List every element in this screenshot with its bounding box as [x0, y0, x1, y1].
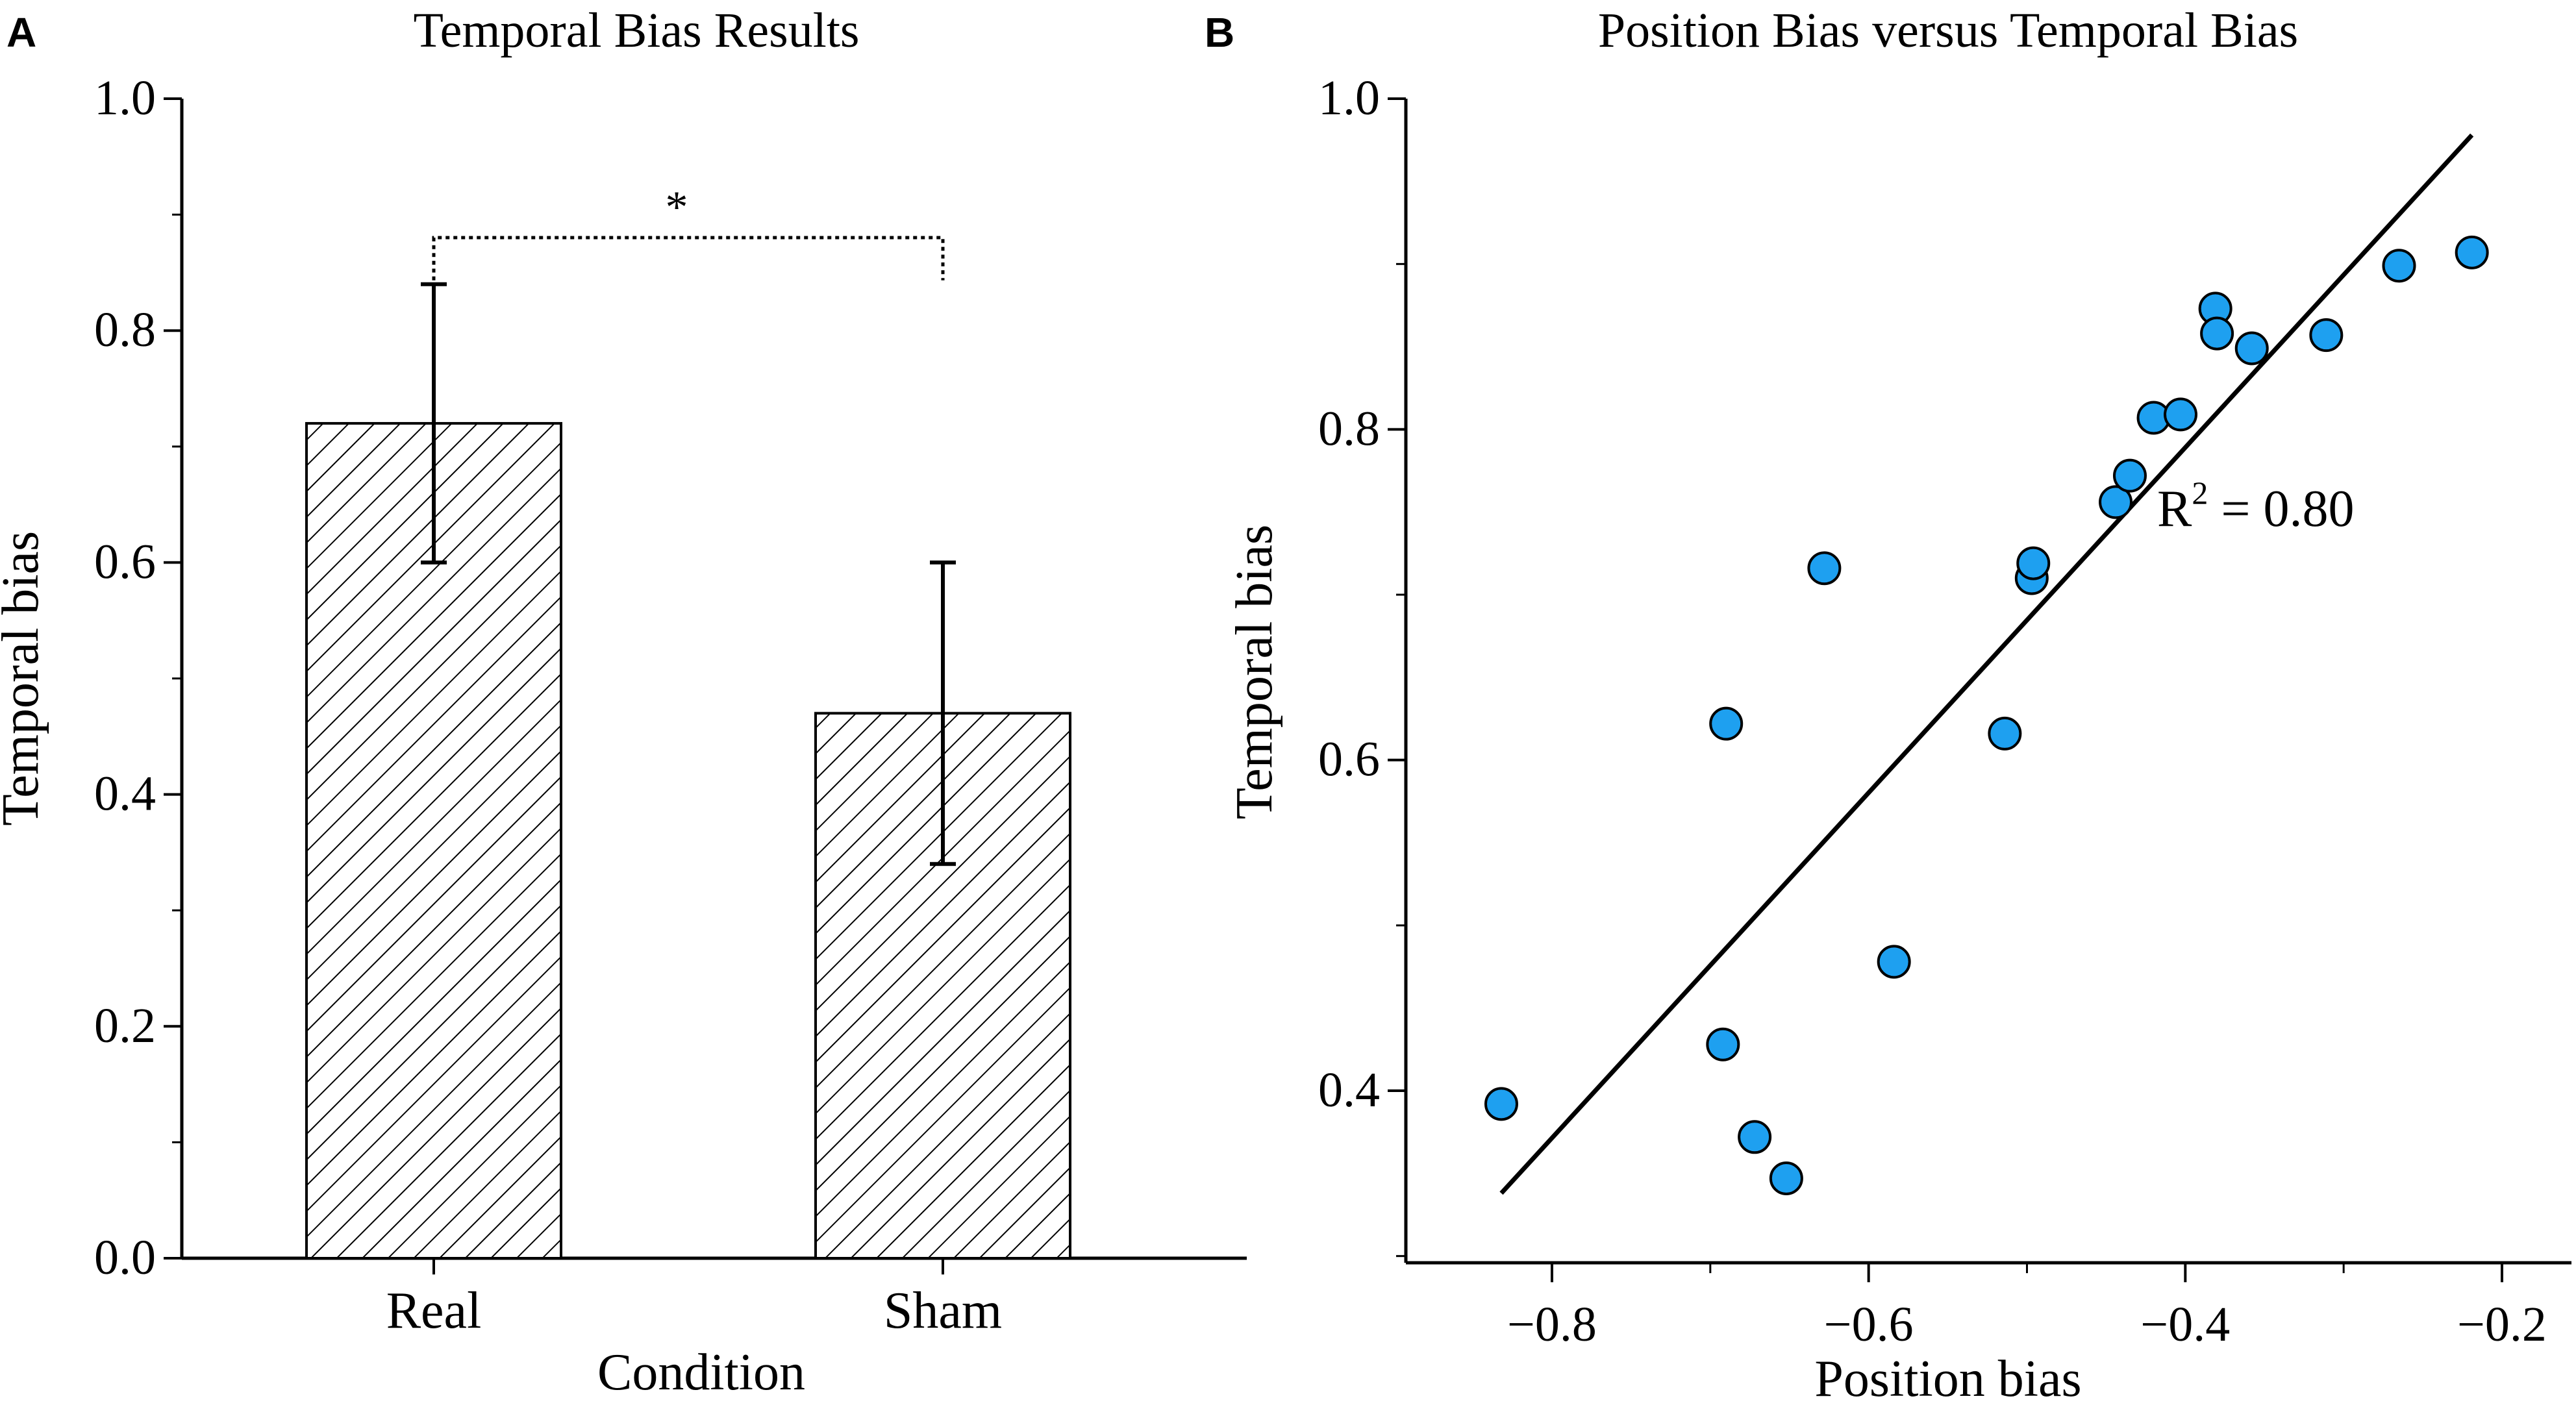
data-point — [1706, 1027, 1740, 1062]
r-squared-annotation: R2 = 0.80 — [2157, 475, 2354, 538]
r-squared-prefix: R — [2157, 480, 2192, 538]
r-squared-value: = 0.80 — [2208, 480, 2354, 538]
x-tick-label: −0.4 — [2140, 1297, 2230, 1352]
bar-chart-panel-a: Temporal Bias Results 0.0 0.2 0.4 0.6 0.8 1.0… — [0, 3, 1247, 1401]
r-squared-superscript: 2 — [2192, 475, 2208, 511]
y-tick-label: 0.2 — [94, 999, 156, 1053]
data-point — [2382, 249, 2416, 283]
data-point — [1769, 1161, 1803, 1195]
significance-bracket: * — [432, 182, 945, 280]
data-point — [2455, 235, 2489, 269]
x-tick-label: −0.2 — [2457, 1297, 2547, 1352]
y-tick-label: 0.8 — [1318, 401, 1380, 456]
data-point — [2164, 397, 2198, 432]
data-point — [1807, 551, 1842, 586]
x-tick-label: Sham — [884, 1282, 1002, 1339]
y-tick-label: 0.8 — [94, 303, 156, 357]
x-tick-label: −0.6 — [1824, 1297, 1914, 1352]
data-point — [2200, 316, 2234, 351]
panel-label-a: A — [6, 9, 36, 56]
panel-label-b: B — [1205, 9, 1234, 56]
data-point — [2099, 485, 2133, 519]
chart-b-y-label: Temporal bias — [1226, 525, 1283, 819]
chart-a-x-label: Condition — [597, 1344, 805, 1401]
chart-a-title: Temporal Bias Results — [413, 3, 859, 58]
data-point — [1484, 1087, 1518, 1121]
chart-b-x-label: Position bias — [1814, 1350, 2081, 1403]
y-tick-label: 0.6 — [94, 534, 156, 589]
significance-line — [432, 236, 945, 280]
y-tick-label: 1.0 — [94, 71, 156, 125]
data-point — [1738, 1120, 1772, 1154]
data-point — [2016, 546, 2051, 580]
data-point — [2234, 331, 2269, 366]
regression-line — [1499, 133, 2474, 1195]
data-point — [2309, 318, 2344, 353]
chart-a-y-label: Temporal bias — [0, 531, 49, 826]
chart-b-title: Position Bias versus Temporal Bias — [1598, 3, 2298, 58]
data-point — [2112, 458, 2147, 493]
data-point — [1877, 945, 1911, 979]
y-tick-label: 0.4 — [1318, 1063, 1380, 1117]
scatter-chart-panel-b: Position Bias versus Temporal Bias −0.8 −… — [1226, 3, 2571, 1403]
x-tick-label: Real — [386, 1282, 482, 1339]
data-point — [1988, 716, 2022, 751]
significance-star: * — [666, 182, 688, 232]
data-point — [1709, 706, 1744, 741]
y-tick-label: 1.0 — [1318, 71, 1380, 125]
x-tick-label: −0.8 — [1507, 1297, 1597, 1352]
y-tick-label: 0.0 — [94, 1230, 156, 1285]
y-tick-label: 0.6 — [1318, 732, 1380, 787]
y-tick-label: 0.4 — [94, 767, 156, 821]
